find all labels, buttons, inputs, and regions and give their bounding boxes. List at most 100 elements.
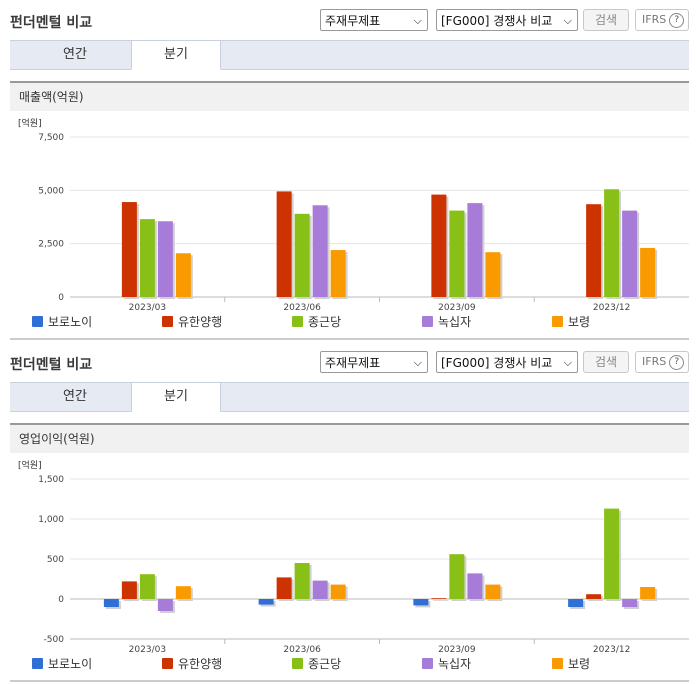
legend-item[interactable]: 녹십자 [422,656,471,672]
bar-유한양행-2023/12[interactable] [586,204,602,297]
y-tick-label: 7,500 [38,133,64,143]
search-button[interactable]: 검색 [583,9,629,31]
bar-종근당-2023/12[interactable] [604,189,620,297]
tab-annual[interactable]: 연간 [63,389,87,404]
legend-swatch [32,658,43,669]
chart-header: 매출액(억원) [10,81,689,111]
bar-녹십자-2023/06[interactable] [312,580,328,599]
bar-유한양행-2023/12[interactable] [586,594,602,599]
bar-유한양행-2023/06[interactable] [276,191,292,297]
legend-item[interactable]: 종근당 [292,314,341,330]
bar-녹십자-2023/09[interactable] [467,203,483,297]
legend-label: 녹십자 [438,315,472,329]
bar-녹십자-2023/12[interactable] [622,599,638,607]
bar-종근당-2023/09[interactable] [449,210,465,297]
bar-보령-2023/06[interactable] [330,584,346,599]
legend-label: 종근당 [308,657,342,671]
chevron-down-icon: ⌵ [563,356,572,369]
bar-보령-2023/09[interactable] [485,252,501,297]
legend-item[interactable]: 보령 [552,656,590,672]
peer-group-select[interactable]: [FG000] 경쟁사 비교 ⌵ [436,351,578,373]
legend-item[interactable]: 유한양행 [162,656,222,672]
x-tick-label: 2023/09 [438,645,476,655]
bar-보령-2023/03[interactable] [175,586,191,599]
legend-swatch [32,316,43,327]
bar-보로노이-2023/06[interactable] [258,599,274,605]
bar-종근당-2023/12[interactable] [604,508,620,599]
statement-type-select[interactable]: 주재무제표 ⌵ [320,351,428,373]
legend-label: 보령 [568,315,591,329]
bar-녹십자-2023/03[interactable] [157,599,173,611]
bar-종근당-2023/09[interactable] [449,554,465,599]
bar-보령-2023/12[interactable] [640,247,656,297]
legend-label: 보령 [568,657,591,671]
select-value: 주재무제표 [325,356,381,370]
legend-item[interactable]: 녹십자 [422,314,471,330]
ifrs-help-button[interactable]: IFRS? [635,9,689,31]
bar-보로노이-2023/12[interactable] [568,599,584,607]
tab-quarterly[interactable]: 분기 [131,382,221,412]
peer-group-select[interactable]: [FG000] 경쟁사 비교 ⌵ [436,9,578,31]
bar-유한양행-2023/03[interactable] [121,581,137,599]
chevron-down-icon: ⌵ [413,356,422,369]
fundamental-section-sales: 펀더멘털 비교 주재무제표 ⌵ [FG000] 경쟁사 비교 ⌵ 검색 IFRS? … [10,9,689,340]
y-tick-label: 1,000 [38,515,64,525]
bar-보령-2023/06[interactable] [330,250,346,297]
y-tick-label: 2,500 [38,240,64,250]
ifrs-help-button[interactable]: IFRS? [635,351,689,373]
bar-녹십자-2023/06[interactable] [312,205,328,297]
y-tick-label: -500 [44,635,65,645]
tab-annual[interactable]: 연간 [63,47,87,62]
bar-종근당-2023/06[interactable] [294,213,310,297]
chevron-down-icon: ⌵ [413,14,422,27]
x-tick-label: 2023/12 [593,645,630,655]
bar-종근당-2023/06[interactable] [294,563,310,599]
select-value: [FG000] 경쟁사 비교 [441,14,553,28]
bar-종근당-2023/03[interactable] [139,574,155,599]
ifrs-label: IFRS [642,355,667,368]
select-value: 주재무제표 [325,14,381,28]
y-tick-label: 5,000 [38,186,64,196]
bar-유한양행-2023/03[interactable] [121,202,137,297]
period-tabs: 연간 분기 [10,382,689,412]
tab-quarterly[interactable]: 분기 [131,40,221,70]
statement-type-select[interactable]: 주재무제표 ⌵ [320,9,428,31]
bar-녹십자-2023/03[interactable] [157,221,173,297]
bar-유한양행-2023/06[interactable] [276,577,292,599]
legend-swatch [552,658,563,669]
bar-녹십자-2023/12[interactable] [622,210,638,297]
x-tick-label: 2023/06 [283,303,321,313]
legend-item[interactable]: 보로노이 [32,314,92,330]
bar-보로노이-2023/03[interactable] [103,599,119,607]
bar-종근당-2023/03[interactable] [139,219,155,297]
sales-bar-chart: [억원] 0 2,500 5,000 7,500 2023/03 2023/06 2023/0… [18,117,689,313]
legend-label: 보로노이 [48,315,93,329]
bar-유한양행-2023/09[interactable] [431,598,447,599]
select-value: [FG000] 경쟁사 비교 [441,356,553,370]
y-axis-label: [억원] [18,459,42,471]
legend-item[interactable]: 보로노이 [32,656,92,672]
legend-label: 종근당 [308,315,342,329]
bar-유한양행-2023/09[interactable] [431,194,447,297]
bar-보령-2023/12[interactable] [640,587,656,599]
bar-shadow [433,600,449,601]
bar-보로노이-2023/09[interactable] [413,599,429,606]
operating-profit-bar-chart: [억원] -500 0 500 1,000 1,500 2023/03 2023/06 2023… [18,459,689,655]
bar-보령-2023/09[interactable] [485,584,501,599]
legend-label: 보로노이 [48,657,93,671]
legend-item[interactable]: 유한양행 [162,314,222,330]
search-button[interactable]: 검색 [583,351,629,373]
legend-item[interactable]: 보령 [552,314,590,330]
legend-swatch [422,658,433,669]
bar-녹십자-2023/09[interactable] [467,573,483,599]
ifrs-label: IFRS [642,13,667,26]
x-tick-label: 2023/12 [593,303,630,313]
legend-item[interactable]: 종근당 [292,656,341,672]
chart-container: [억원] 0 2,500 5,000 7,500 2023/03 2023/06 2023/0… [10,111,689,340]
bar-보령-2023/03[interactable] [175,253,191,297]
x-tick-label: 2023/03 [129,303,166,313]
x-tick-label: 2023/09 [438,303,476,313]
section-title: 펀더멘털 비교 [10,357,93,373]
legend-swatch [552,316,563,327]
y-tick-label: 1,500 [38,475,64,485]
